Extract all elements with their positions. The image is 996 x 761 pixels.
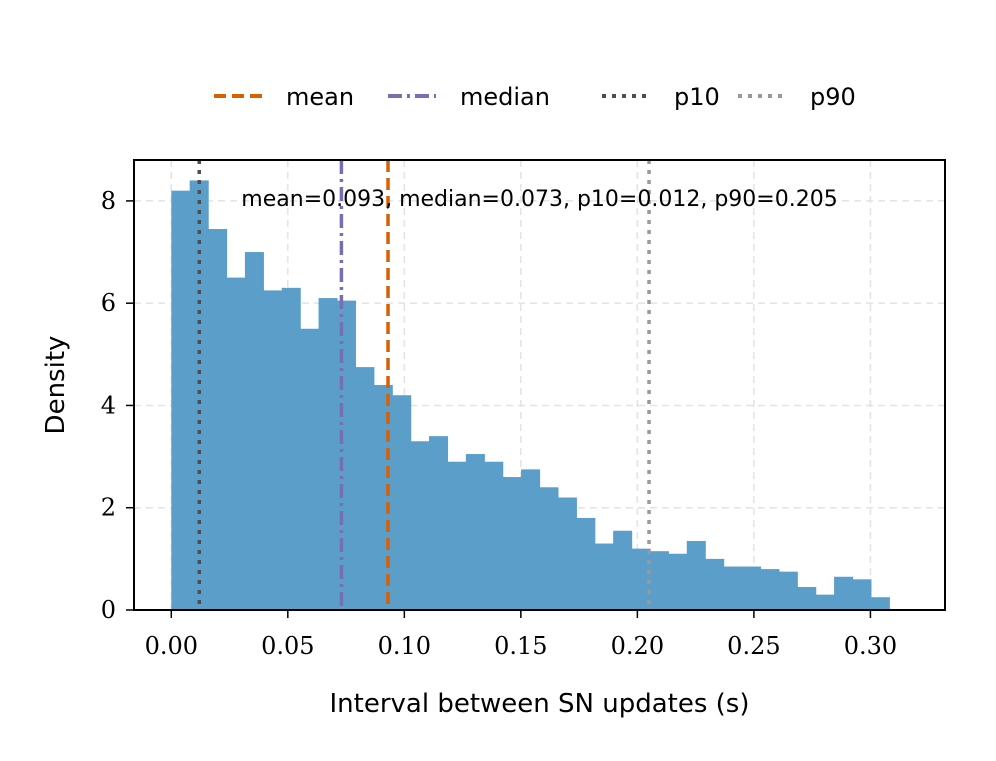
- histogram-bar-25: [631, 548, 651, 610]
- histogram-bar-31: [742, 566, 762, 610]
- histogram-bar-7: [300, 328, 320, 610]
- histogram-bar-16: [465, 454, 485, 610]
- y-tick-label-4: 8: [101, 187, 116, 215]
- histogram-bar-17: [484, 461, 504, 610]
- histogram-bar-36: [834, 576, 854, 610]
- y-tick-label-2: 4: [101, 391, 116, 419]
- histogram-bar-29: [705, 558, 725, 610]
- x-tick-label-6: 0.30: [844, 632, 897, 660]
- legend-label-p90: p90: [810, 83, 856, 111]
- legend: mean median p10 p90: [214, 83, 856, 111]
- x-tick-label-0: 0.00: [145, 632, 198, 660]
- plot-frame: [133, 159, 946, 611]
- histogram-bar-11: [373, 385, 393, 610]
- histogram-bar-37: [852, 579, 872, 610]
- histogram-bar-4: [244, 252, 264, 610]
- axis-ticks: 0.00 0.05 0.10 0.15 0.20 0.25 0.30 0 2 4 6 8: [101, 187, 897, 660]
- histogram-bar-18: [502, 477, 522, 610]
- legend-label-p10: p10: [674, 83, 720, 111]
- histogram-bar-14: [429, 436, 449, 610]
- x-tick-label-4: 0.20: [611, 632, 664, 660]
- histogram-bar-22: [576, 517, 596, 610]
- histogram-bar-1: [189, 180, 209, 611]
- reference-lines: [197, 160, 651, 610]
- histogram-bar-12: [392, 395, 412, 610]
- y-axis-label: Density: [41, 336, 71, 435]
- x-tick-label-3: 0.15: [494, 632, 547, 660]
- histogram-bar-0: [171, 190, 191, 610]
- histogram-bar-27: [668, 553, 688, 610]
- histogram-bar-38: [870, 597, 890, 610]
- histogram-bar-5: [263, 290, 283, 610]
- histogram-bar-8: [318, 298, 338, 610]
- histogram-bar-6: [281, 287, 301, 610]
- y-tick-label-0: 0: [101, 596, 116, 624]
- histogram-bar-15: [447, 461, 467, 610]
- histogram-bar-24: [613, 530, 633, 610]
- histogram-bar-32: [760, 569, 780, 610]
- legend-label-median: median: [460, 83, 550, 111]
- histogram-bar-10: [355, 367, 375, 610]
- y-tick-label-3: 6: [101, 289, 116, 317]
- histogram-bar-3: [226, 277, 246, 610]
- histogram-bar-20: [539, 487, 559, 610]
- histogram-bar-19: [521, 469, 541, 610]
- histogram-bar-33: [778, 571, 798, 610]
- stats-annotation: mean=0.093, median=0.073, p10=0.012, p90…: [241, 187, 837, 212]
- legend-label-mean: mean: [286, 83, 354, 111]
- histogram-bar-26: [649, 551, 669, 610]
- histogram-bar-2: [208, 229, 228, 610]
- histogram-bar-30: [723, 566, 743, 610]
- x-tick-label-5: 0.25: [727, 632, 780, 660]
- x-tick-label-2: 0.10: [378, 632, 431, 660]
- histogram-bar-23: [594, 543, 614, 610]
- y-tick-label-1: 2: [101, 494, 116, 522]
- x-tick-label-1: 0.05: [261, 632, 314, 660]
- histogram-bar-13: [410, 441, 430, 610]
- histogram-bar-28: [686, 540, 706, 610]
- histogram-bar-9: [336, 300, 356, 610]
- histogram-bar-35: [815, 594, 835, 610]
- histogram-bar-34: [797, 586, 817, 610]
- histogram-bar-21: [557, 497, 577, 610]
- histogram-bars: [171, 180, 890, 611]
- x-axis-label: Interval between SN updates (s): [330, 689, 750, 719]
